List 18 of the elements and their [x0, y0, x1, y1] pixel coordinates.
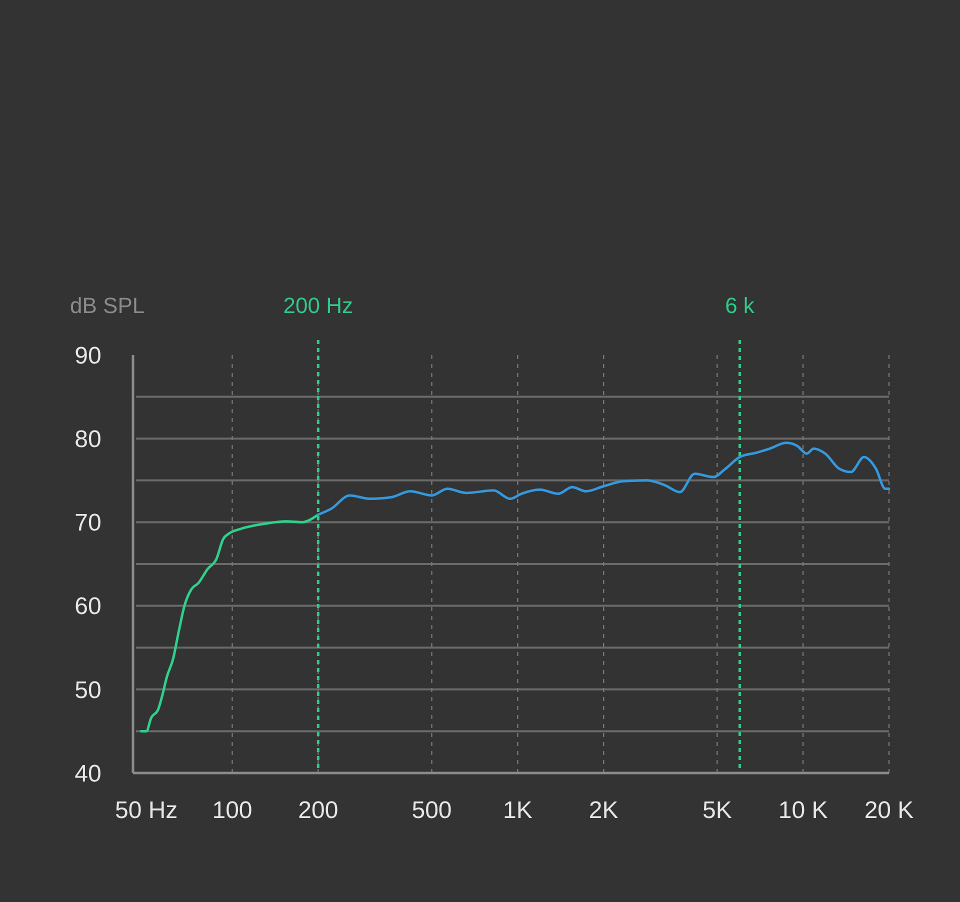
ref-line-label: 6 k [725, 293, 756, 318]
x-tick-label: 2K [588, 797, 618, 824]
ref-line-label: 200 Hz [283, 293, 354, 318]
x-tick-label: 1K [502, 797, 532, 824]
y-tick-label: 50 [74, 676, 102, 704]
x-tick-label: 50 Hz [114, 797, 178, 824]
x-tick-label: 10 K [778, 797, 828, 824]
y-tick-label: 80 [74, 426, 102, 453]
y-tick-label: 60 [74, 593, 102, 620]
y-tick-label: 90 [74, 342, 102, 370]
y-tick-label: 70 [74, 510, 102, 537]
x-tick-label: 5K [702, 797, 732, 824]
x-tick-label: 100 [212, 797, 252, 824]
y-axis-title: dB SPL [70, 293, 145, 318]
x-tick-label: 200 [298, 797, 338, 824]
x-tick-label: 20 K [864, 797, 914, 824]
y-tick-label: 40 [74, 760, 102, 788]
x-tick-label: 500 [412, 797, 452, 824]
